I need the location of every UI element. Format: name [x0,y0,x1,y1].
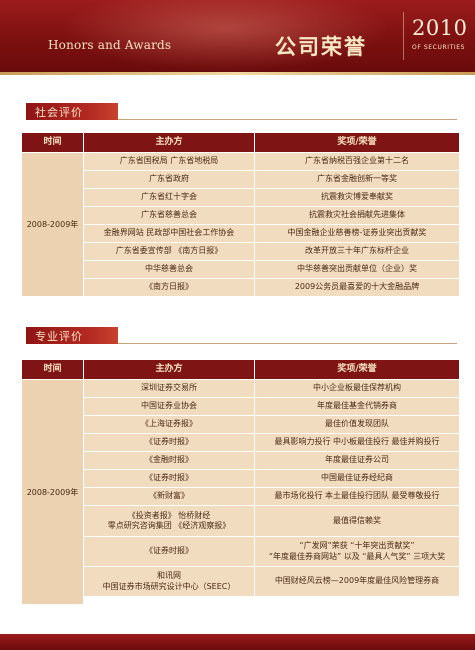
col-header-award: 奖项/荣誉 [255,360,459,379]
award-cell: 最值得信赖奖 [255,506,459,536]
banner-shine [60,0,390,72]
col-header-time: 时间 [22,133,83,152]
table-row: 《证券时报》 中国最佳证券经纪商 [22,470,459,487]
year-sublabel: OF SECURITIES [412,44,466,51]
table-social: 时间 主办方 奖项/荣誉 2008-2009年 广东省国税局 广东省地税局 广东省… [22,133,459,296]
col-header-time: 时间 [22,360,83,379]
host-cell: 《证券时报》 [84,537,254,566]
host-cell: 深圳证券交易所 [84,380,254,397]
award-cell: 中国最佳证券经纪商 [255,470,459,487]
time-cell-professional: 2008-2009年 [22,380,83,604]
award-cell: 广东省金融创新一等奖 [255,171,459,188]
table-row: 《投资者报》 怡桥财经 零点研究咨询集团 《经济观察报》 最值得信赖奖 [22,506,459,536]
award-cell: 广东省纳税百强企业第十二名 [255,153,459,170]
table-row: 中国证券业协会 年度最佳基金代销券商 [22,398,459,415]
table-row: 广东省政府 广东省金融创新一等奖 [22,171,459,188]
table-row: 中华慈善总会 中华慈善突出贡献单位（企业）奖 [22,261,459,278]
host-cell: 中国证券业协会 [84,398,254,415]
host-cell: 广东省政府 [84,171,254,188]
table-header-row: 时间 主办方 奖项/荣誉 [22,360,459,379]
award-cell: 最市场化投行 本土最佳投行团队 最受尊敬投行 [255,488,459,505]
award-cell: 改革开放三十年广东标杆企业 [255,243,459,260]
host-cell: 广东省委宣传部 《南方日报》 [84,243,254,260]
host-cell: 广东省国税局 广东省地税局 [84,153,254,170]
table-row: 广东省慈善总会 抗震救灾社会捐献先进集体 [22,207,459,224]
year-divider [403,12,468,60]
award-cell: “广发网”荣获 “十年突出贡献奖” “年度最佳券商网站” 以及 “最具人气奖” … [255,537,459,566]
host-cell: 《南方日报》 [84,279,254,296]
host-cell: 广东省慈善总会 [84,207,254,224]
table-row: 《金融时报》 年度最佳证券公司 [22,452,459,469]
award-cell: 中小企业板最佳保荐机构 [255,380,459,397]
table-row: 广东省委宣传部 《南方日报》 改革开放三十年广东标杆企业 [22,243,459,260]
year-label: 2010 [412,16,468,40]
page-title-en: Honors and Awards [48,38,172,52]
table-row: 广东省国税局 广东省地税局 广东省纳税百强企业第十二名 [22,153,459,170]
award-cell: 最具影响力投行 中小板最佳投行 最佳并购投行 [255,434,459,451]
page-title-cn: 公司荣誉 [275,35,367,59]
table-professional: 时间 主办方 奖项/荣誉 2008-2009年 深圳证券交易所 中小企业板最佳保荐… [22,360,459,604]
header-banner [0,0,475,72]
host-cell: 《金融时报》 [84,452,254,469]
table-row: 《南方日报》 2009公务员最喜爱的十大金融品牌 [22,279,459,296]
host-cell: 金融界网站 民政部中国社会工作协会 [84,225,254,242]
section-rule-social [118,119,457,120]
gold-divider [0,72,475,75]
table-row: 深圳证券交易所 中小企业板最佳保荐机构 [22,380,459,397]
award-cell: 中华慈善突出贡献单位（企业）奖 [255,261,459,278]
table-row: 和讯网 中国证券市场研究设计中心（SEEC） 中国财经风云榜—2009年度最佳风险… [22,567,459,596]
table-row: 《新财富》 最市场化投行 本土最佳投行团队 最受尊敬投行 [22,488,459,505]
table-header-row: 时间 主办方 奖项/荣誉 [22,133,459,152]
award-cell: 抗震救灾社会捐献先进集体 [255,207,459,224]
table-row: 金融界网站 民政部中国社会工作协会 中国金融企业慈善榜-证券业突出贡献奖 [22,225,459,242]
col-header-award: 奖项/荣誉 [255,133,459,152]
table-row: 《证券时报》 “广发网”荣获 “十年突出贡献奖” “年度最佳券商网站” 以及 “最… [22,537,459,566]
host-cell: 《证券时报》 [84,470,254,487]
host-cell: 《投资者报》 怡桥财经 零点研究咨询集团 《经济观察报》 [84,506,254,536]
host-cell: 《新财富》 [84,488,254,505]
award-cell: 中国财经风云榜—2009年度最佳风险管理券商 [255,567,459,596]
time-cell-social: 2008-2009年 [22,153,83,296]
host-cell: 广东省红十字会 [84,189,254,206]
award-cell: 年度最佳证券公司 [255,452,459,469]
award-cell: 2009公务员最喜爱的十大金融品牌 [255,279,459,296]
host-cell: 和讯网 中国证券市场研究设计中心（SEEC） [84,567,254,596]
section-header-professional: 专业评价 [26,327,118,344]
award-cell: 抗震救灾博爱奉献奖 [255,189,459,206]
footer-bar [0,634,475,650]
section-title-social: 社会评价 [35,106,83,119]
table-row: 《上海证券报》 最佳价值发现团队 [22,416,459,433]
col-header-host: 主办方 [84,360,254,379]
section-rule-professional [118,343,457,344]
section-header-social: 社会评价 [26,103,118,120]
host-cell: 中华慈善总会 [84,261,254,278]
col-header-host: 主办方 [84,133,254,152]
section-title-professional: 专业评价 [35,330,83,343]
host-cell: 《证券时报》 [84,434,254,451]
host-cell: 《上海证券报》 [84,416,254,433]
award-cell: 年度最佳基金代销券商 [255,398,459,415]
table-row: 《证券时报》 最具影响力投行 中小板最佳投行 最佳并购投行 [22,434,459,451]
award-cell: 中国金融企业慈善榜-证券业突出贡献奖 [255,225,459,242]
table-row: 广东省红十字会 抗震救灾博爱奉献奖 [22,189,459,206]
award-cell: 最佳价值发现团队 [255,416,459,433]
